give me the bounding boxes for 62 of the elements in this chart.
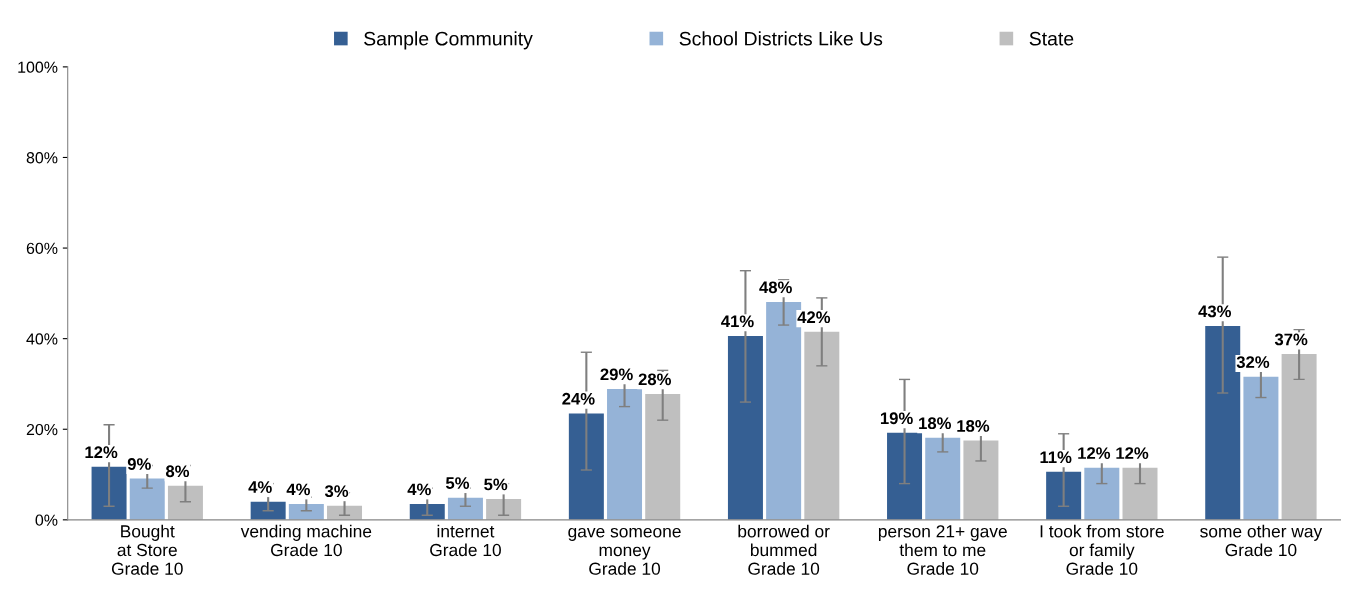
x-tick-label: internet Grade 10 [430,524,501,557]
data-label: 12% [1116,447,1149,459]
legend-label: School Districts Like Us [679,31,883,46]
bar [1122,467,1158,520]
y-tick-label: 20% [26,423,58,436]
bar [1084,467,1120,520]
data-label: 18% [919,417,952,430]
data-label: 11% [1040,451,1072,464]
legend-label: State [1029,31,1074,46]
data-label: 5% [484,478,508,491]
data-label: 43% [1198,305,1232,318]
data-label: 32% [1236,356,1270,368]
bar [568,413,604,520]
bar [447,497,483,520]
x-tick-label: vending machine Grade 10 [240,524,372,557]
y-tick-label: 80% [26,152,58,164]
bar [1046,471,1082,520]
bar [250,501,286,520]
bar [409,503,445,520]
bar [91,466,127,520]
y-tick-label: 100% [18,61,58,73]
bar [607,388,643,520]
data-label: 29% [600,368,633,381]
data-label: 3% [324,485,349,498]
data-label: 24% [562,392,595,405]
data-label: 4% [407,483,431,496]
bar [129,478,165,520]
data-label: 12% [85,446,118,459]
bar [167,485,203,520]
data-label: 8% [165,465,190,478]
bar [727,335,763,520]
data-label: 48% [759,281,792,294]
bar [925,437,961,520]
bar [804,331,840,520]
bar [887,432,923,520]
data-label: 18% [957,420,990,432]
x-tick-label: some other way Grade 10 [1200,524,1323,557]
x-tick-label: Bought at Store Grade 10 [111,524,183,575]
data-label: 37% [1274,333,1308,346]
data-label: 19% [880,412,913,425]
bar [1243,376,1279,520]
data-label: 9% [127,458,151,470]
x-tick-label: borrowed or bummed Grade 10 [738,524,830,575]
bar [645,393,681,520]
data-label: 41% [721,315,754,328]
bar [288,503,324,520]
legend-label: Sample Community [364,31,533,50]
bar [486,499,522,520]
x-tick-label: gave someone money Grade 10 [568,527,681,575]
data-label: 28% [638,373,671,386]
y-tick-label: 0% [35,514,58,526]
bar [1281,354,1317,520]
data-label: 4% [248,481,272,493]
data-label: 42% [797,311,831,324]
data-label: 5% [445,477,470,489]
data-label: 4% [286,483,310,496]
y-tick-label: 60% [26,242,58,255]
bar [963,440,999,520]
y-tick-label: 40% [26,333,58,345]
data-label: 12% [1078,447,1111,459]
x-tick-label: person 21+ gave them to me Grade 10 [878,525,1007,575]
x-tick-label: I took from store or family Grade 10 [1040,524,1164,575]
